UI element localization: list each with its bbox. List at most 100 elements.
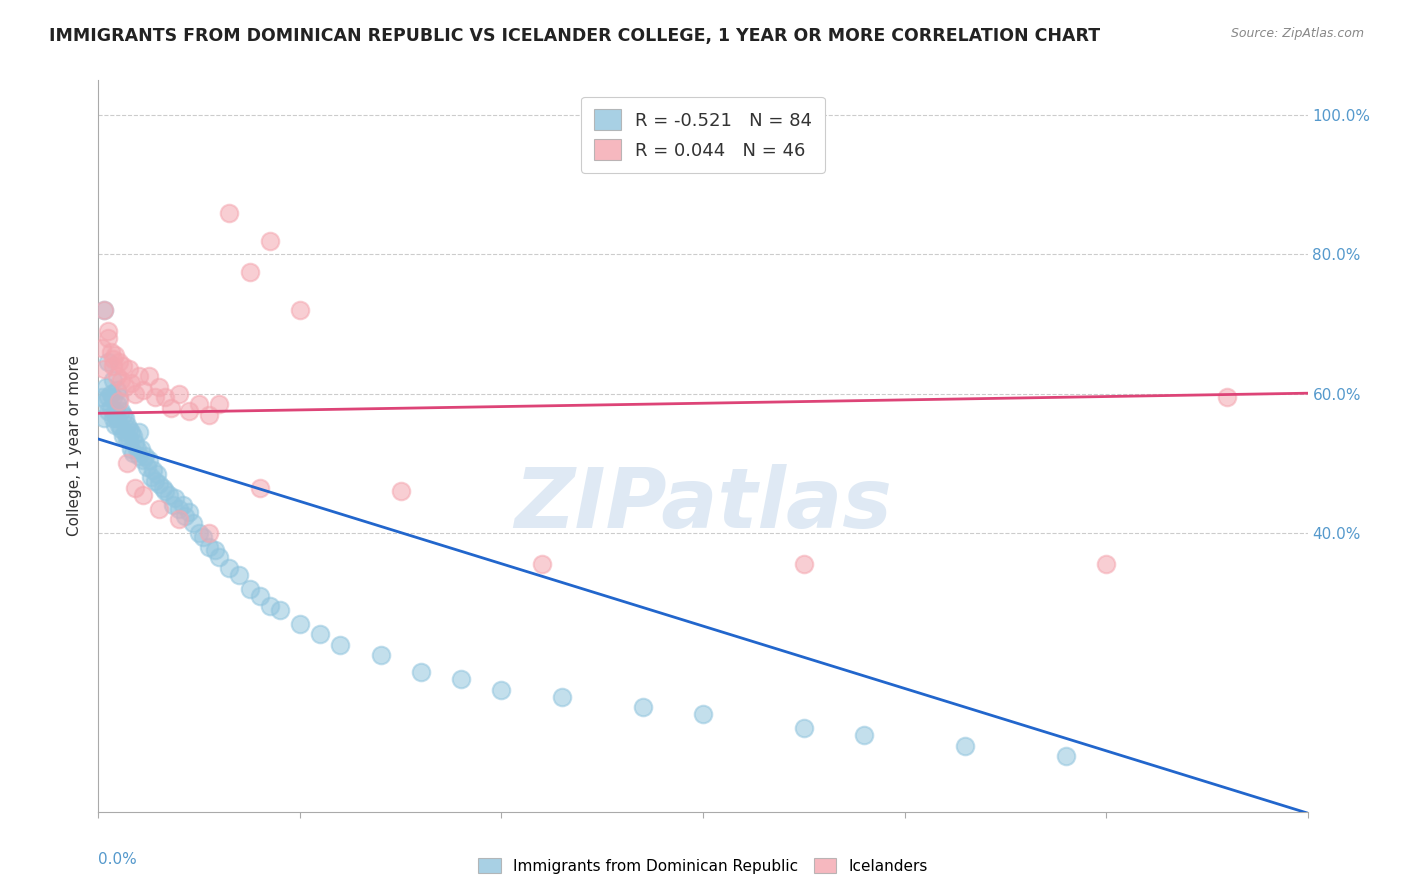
Point [1054,749,1077,764]
Point [110,373,132,387]
Point [124,481,146,495]
Point [115,432,138,446]
Point [118,362,141,376]
Point [105,397,128,411]
Point [128,369,150,384]
Point [139,470,162,484]
Point [97,324,120,338]
Point [110,421,132,435]
Point [115,457,138,471]
Point [853,728,876,742]
Point [160,401,183,415]
Point [125,442,148,457]
Point [1095,558,1118,572]
Point [239,582,262,596]
Point [97,404,120,418]
Point [288,303,311,318]
Point [793,558,815,572]
Point [128,425,150,439]
Point [188,526,211,541]
Point [167,501,190,516]
Point [107,355,129,369]
Point [111,359,134,373]
Point [96,393,118,408]
Point [409,665,432,680]
Point [134,450,156,464]
Point [179,404,201,418]
Point [114,411,136,425]
Point [103,404,125,418]
Point [491,682,513,697]
Point [692,707,714,722]
Point [118,432,141,446]
Point [269,603,291,617]
Point [259,234,281,248]
Point [93,362,115,376]
Point [111,408,134,422]
Point [124,386,146,401]
Point [239,265,262,279]
Text: Source: ZipAtlas.com: Source: ZipAtlas.com [1230,27,1364,40]
Point [953,739,976,753]
Point [793,721,815,735]
Point [129,442,152,457]
Text: 0.0%: 0.0% [98,852,138,867]
Point [143,474,166,488]
Point [249,589,271,603]
Point [249,481,271,495]
Point [107,393,129,408]
Point [148,501,170,516]
Point [132,453,155,467]
Point [157,488,180,502]
Point [97,390,120,404]
Point [218,205,240,219]
Point [181,516,204,530]
Point [101,351,124,366]
Legend: Immigrants from Dominican Republic, Icelanders: Immigrants from Dominican Republic, Icel… [472,852,934,880]
Point [138,369,160,384]
Point [100,401,122,415]
Point [167,512,190,526]
Point [148,380,170,394]
Point [193,530,215,544]
Point [120,425,142,439]
Point [143,390,166,404]
Point [174,508,197,523]
Point [1216,390,1239,404]
Point [153,390,176,404]
Point [111,428,134,442]
Point [288,616,311,631]
Point [138,453,160,467]
Point [103,348,125,362]
Point [97,331,120,345]
Point [101,359,124,373]
Point [450,673,472,687]
Point [148,477,170,491]
Point [631,700,654,714]
Point [309,627,332,641]
Point [188,397,211,411]
Point [114,380,136,394]
Point [198,540,221,554]
Point [162,498,184,512]
Point [97,355,120,369]
Point [100,345,122,359]
Point [142,463,165,477]
Text: ZIPatlas: ZIPatlas [515,464,891,545]
Point [198,408,221,422]
Point [105,384,128,398]
Point [208,550,231,565]
Point [218,561,240,575]
Y-axis label: College, 1 year or more: College, 1 year or more [67,356,83,536]
Point [103,418,125,433]
Point [370,648,392,662]
Point [93,303,115,318]
Point [389,484,412,499]
Point [107,418,129,433]
Point [93,303,115,318]
Point [163,491,186,506]
Point [172,498,194,512]
Point [103,408,125,422]
Point [101,373,124,387]
Point [121,446,143,460]
